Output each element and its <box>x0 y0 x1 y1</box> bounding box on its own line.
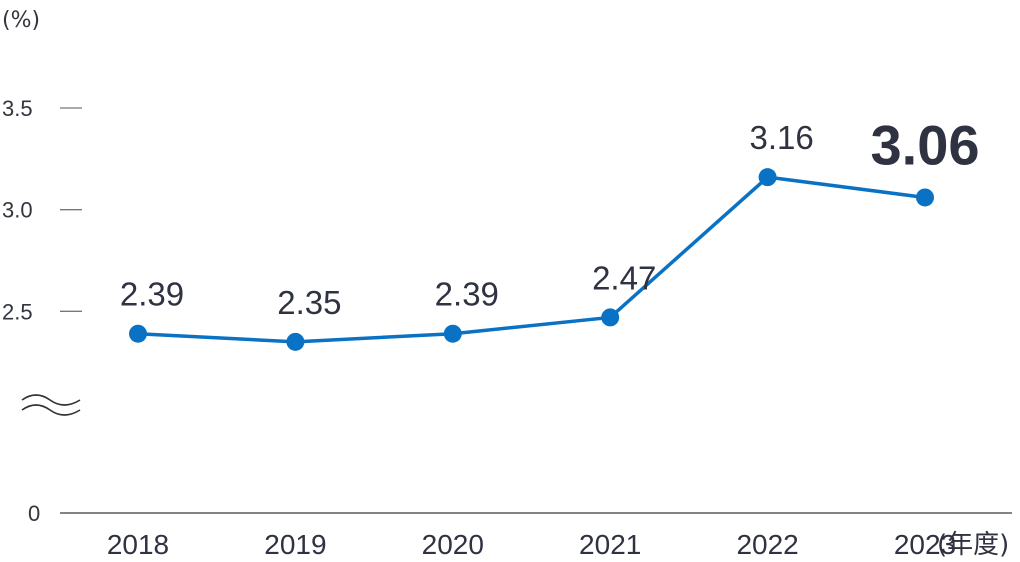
x-tick-label: 2019 <box>264 529 326 560</box>
data-point <box>443 324 462 343</box>
data-point <box>916 188 934 207</box>
data-point <box>601 308 620 327</box>
x-tick-label: 2018 <box>107 529 169 560</box>
data-label: 2.47 <box>592 259 656 296</box>
y-tick-label: 0 <box>28 501 40 526</box>
series-line <box>137 175 926 344</box>
data-label: 2.35 <box>277 284 341 321</box>
data-label: 2.39 <box>435 276 499 313</box>
y-tick-label: 2.5 <box>2 299 33 324</box>
x-tick-label: 2020 <box>422 529 484 560</box>
data-point <box>758 168 777 187</box>
y-unit-label: (%) <box>2 8 40 33</box>
y-axis: 3.5 3.0 2.5 0 <box>2 96 82 526</box>
data-label: 3.16 <box>749 119 813 156</box>
axis-break-icon <box>21 394 81 416</box>
x-axis: 2018 2019 2020 2021 2022 2023 <box>107 529 956 560</box>
data-point <box>286 332 305 351</box>
y-tick-label: 3.0 <box>2 198 33 223</box>
data-label: 2.39 <box>120 276 184 313</box>
x-axis-suffix: (年度) <box>937 530 1009 560</box>
series-layer: 2.39 2.35 2.39 2.47 3.16 3.06 <box>120 113 980 351</box>
x-tick-label: 2023 <box>894 529 956 560</box>
x-tick-label: 2021 <box>579 529 641 560</box>
y-tick-label: 3.5 <box>2 96 33 121</box>
x-tick-label: 2022 <box>736 529 798 560</box>
data-label: 3.06 <box>871 113 980 176</box>
data-point <box>129 324 147 343</box>
